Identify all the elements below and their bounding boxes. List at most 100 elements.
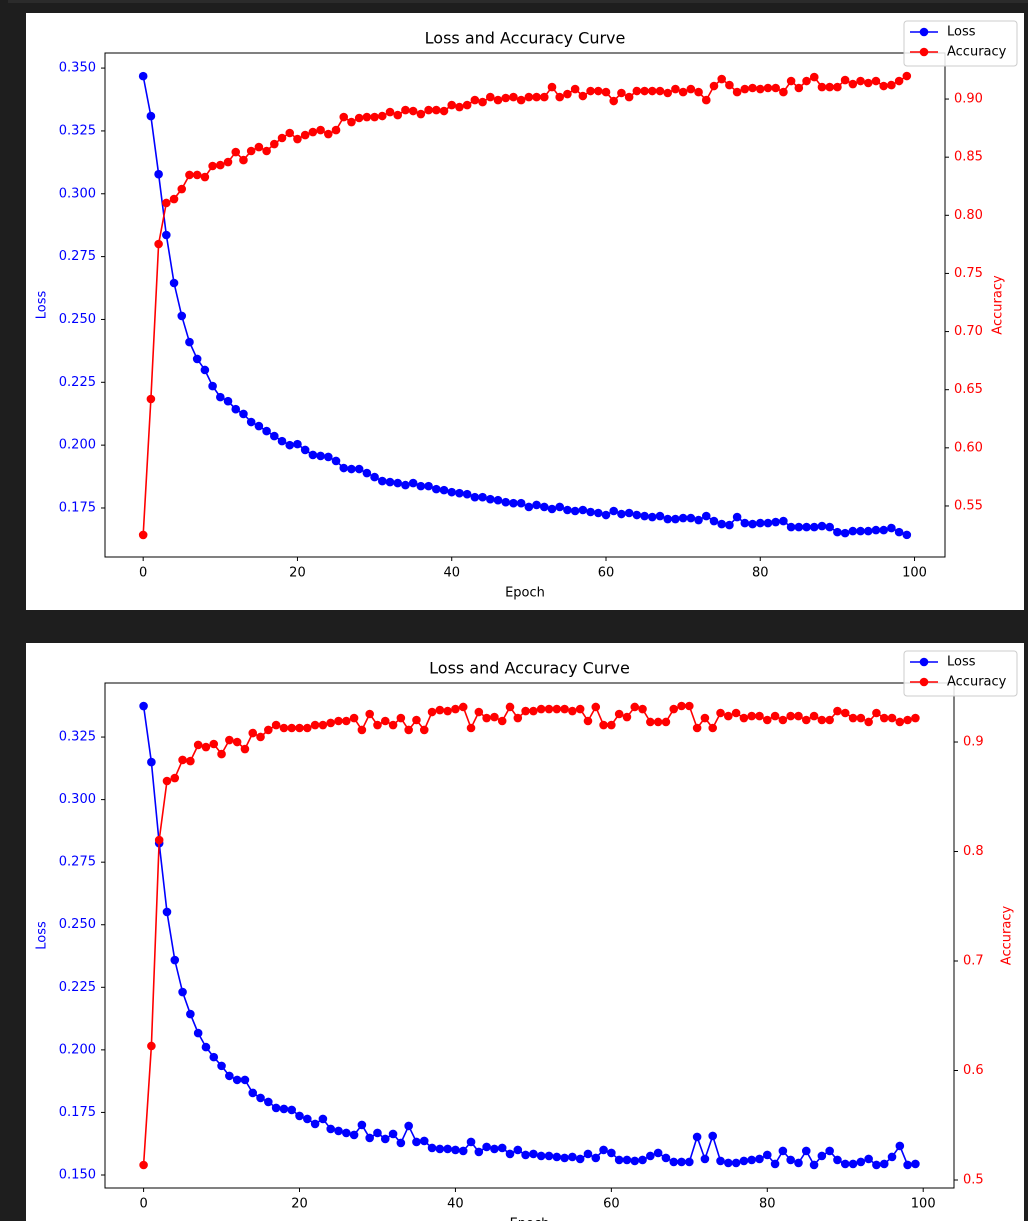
y-tick-label: 0.275 bbox=[59, 249, 96, 264]
series-marker bbox=[254, 142, 264, 152]
series-marker bbox=[262, 146, 271, 156]
series-marker bbox=[671, 84, 680, 94]
series-marker bbox=[653, 1148, 663, 1158]
x-tick-label: 0 bbox=[139, 1197, 147, 1212]
chart-title: Loss and Accuracy Curve bbox=[425, 29, 626, 48]
series-marker bbox=[279, 1104, 289, 1114]
series-marker bbox=[833, 82, 842, 92]
series-marker bbox=[591, 702, 601, 712]
series-marker bbox=[872, 1160, 881, 1170]
y2-tick-label: 0.85 bbox=[954, 150, 983, 165]
series-marker bbox=[903, 1160, 912, 1170]
series-marker bbox=[902, 530, 912, 540]
series-marker bbox=[380, 1134, 390, 1144]
series-marker bbox=[794, 1158, 803, 1168]
series-marker bbox=[270, 139, 279, 149]
series-marker bbox=[717, 519, 726, 529]
legend-marker bbox=[919, 47, 929, 57]
series-marker bbox=[547, 82, 557, 92]
series-marker bbox=[209, 1052, 219, 1062]
series-marker bbox=[427, 1143, 437, 1153]
series-marker bbox=[208, 161, 217, 171]
series-marker bbox=[408, 478, 418, 488]
series-marker bbox=[474, 707, 484, 717]
series-marker bbox=[324, 452, 333, 462]
series-marker bbox=[264, 1097, 273, 1107]
series-marker bbox=[700, 1154, 710, 1164]
series-marker bbox=[404, 1121, 413, 1131]
series-marker bbox=[287, 723, 297, 733]
series-marker bbox=[747, 711, 756, 721]
series-marker bbox=[303, 723, 312, 733]
series-marker bbox=[578, 505, 588, 515]
legend-marker bbox=[919, 657, 929, 667]
series-marker bbox=[653, 717, 663, 727]
series-marker bbox=[470, 492, 480, 502]
series-marker bbox=[685, 701, 694, 711]
x-axis-label: Epoch bbox=[510, 1217, 550, 1221]
series-marker bbox=[324, 129, 333, 139]
series-marker bbox=[570, 506, 580, 516]
series-marker bbox=[334, 1126, 343, 1136]
series-marker bbox=[451, 704, 460, 714]
series-marker bbox=[293, 439, 302, 449]
series-marker bbox=[593, 86, 603, 96]
series-marker bbox=[879, 1159, 889, 1169]
series-marker bbox=[310, 720, 320, 730]
x-tick-label: 100 bbox=[902, 566, 927, 581]
series-marker bbox=[732, 512, 742, 522]
series-marker bbox=[630, 702, 640, 712]
series-marker bbox=[586, 86, 595, 96]
series-marker bbox=[231, 404, 241, 414]
series-marker bbox=[817, 521, 827, 531]
y2-tick-label: 0.9 bbox=[963, 735, 984, 750]
series-marker bbox=[856, 76, 865, 86]
series-marker bbox=[451, 1145, 460, 1155]
legend-label: Loss bbox=[947, 655, 976, 670]
series-marker bbox=[223, 157, 233, 167]
series-marker bbox=[170, 773, 180, 783]
series-marker bbox=[536, 704, 546, 714]
series-marker bbox=[501, 93, 511, 103]
series-marker bbox=[385, 477, 395, 487]
series-marker bbox=[256, 1093, 265, 1103]
series-marker bbox=[240, 1075, 250, 1085]
series-marker bbox=[408, 106, 418, 116]
series-marker bbox=[568, 1152, 577, 1162]
x-tick-label: 20 bbox=[289, 566, 306, 581]
series-marker bbox=[622, 1155, 632, 1165]
chart-title: Loss and Accuracy Curve bbox=[429, 659, 630, 678]
series-marker bbox=[139, 701, 148, 711]
series-marker bbox=[709, 516, 719, 526]
series-marker bbox=[192, 354, 202, 364]
series-marker bbox=[622, 712, 632, 722]
series-marker bbox=[285, 440, 295, 450]
series-marker bbox=[578, 91, 588, 101]
chart: 0 20 40 60 80 100 0.175 0.200 0.225 0.250 0.275 0.3… bbox=[26, 13, 1024, 610]
series-marker bbox=[347, 464, 356, 474]
series-marker bbox=[647, 512, 657, 522]
series-marker bbox=[455, 488, 464, 498]
series-marker bbox=[655, 86, 665, 96]
series-marker bbox=[809, 1160, 819, 1170]
series-marker bbox=[412, 1137, 421, 1147]
plot-data bbox=[139, 701, 920, 1170]
series-marker bbox=[599, 720, 608, 730]
series-marker bbox=[239, 155, 248, 165]
series-marker bbox=[544, 1151, 554, 1161]
series-marker bbox=[848, 79, 858, 89]
series-marker bbox=[778, 1146, 788, 1156]
series-marker bbox=[640, 86, 649, 96]
series-marker bbox=[686, 84, 696, 94]
y-tick-label: 0.300 bbox=[59, 792, 96, 807]
series-marker bbox=[341, 1128, 351, 1138]
series-marker bbox=[478, 97, 487, 107]
series-marker bbox=[331, 456, 341, 466]
series-marker bbox=[609, 506, 619, 516]
series-marker bbox=[318, 720, 328, 730]
series-marker bbox=[178, 755, 187, 765]
series-marker bbox=[246, 146, 256, 156]
series-marker bbox=[154, 239, 163, 249]
series-marker bbox=[401, 105, 410, 115]
